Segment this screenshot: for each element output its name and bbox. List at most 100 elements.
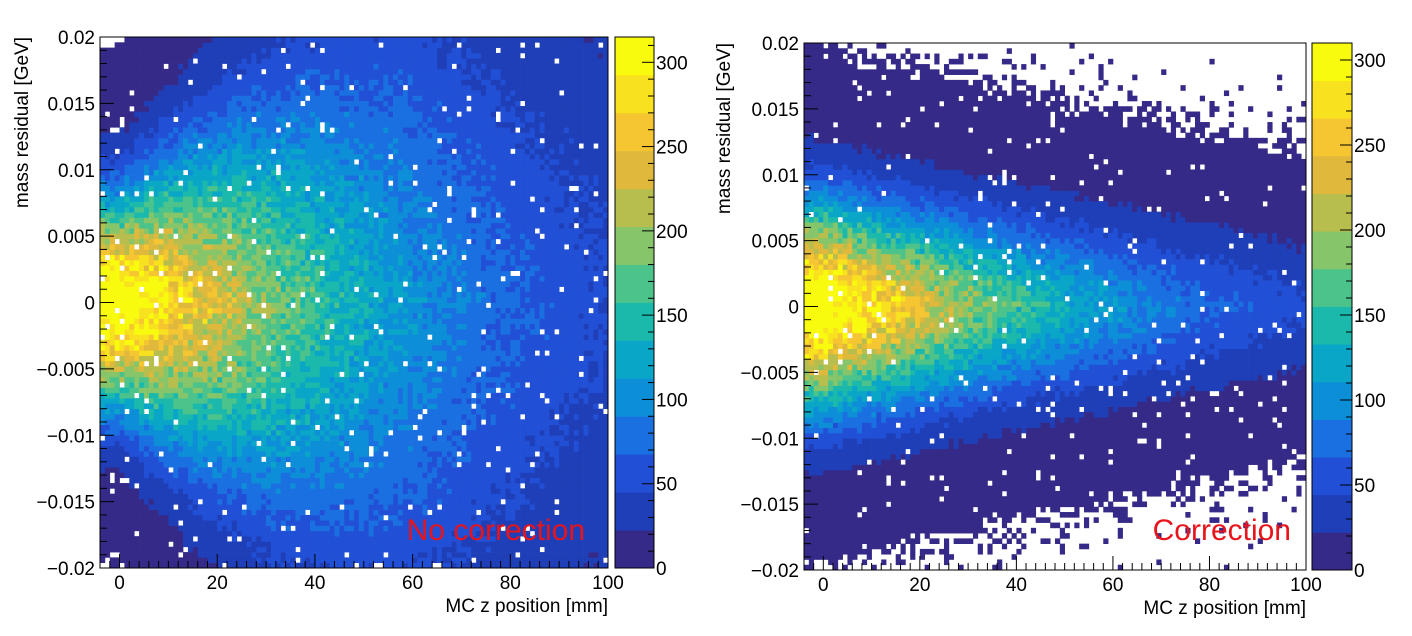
- heatmap-cell: [163, 116, 169, 123]
- heatmap-cell: [261, 180, 267, 187]
- heatmap-cell: [285, 424, 291, 431]
- heatmap-cell: [275, 249, 282, 256]
- heatmap-cell: [100, 302, 106, 309]
- heatmap-cell: [246, 307, 252, 314]
- heatmap-cell: [124, 493, 130, 500]
- heatmap-cell: [114, 546, 120, 553]
- heatmap-cell: [100, 530, 106, 537]
- heatmap-cell: [158, 424, 164, 431]
- heatmap-cell: [114, 291, 120, 298]
- heatmap-cell: [114, 100, 120, 107]
- heatmap-cell: [197, 461, 203, 468]
- heatmap-cell: [197, 483, 203, 489]
- heatmap-cell: [217, 456, 223, 463]
- heatmap-cell: [158, 84, 164, 91]
- heatmap-cell: [339, 323, 345, 330]
- heatmap-cell: [329, 302, 335, 309]
- heatmap-cell: [139, 429, 145, 436]
- heatmap-cell: [241, 445, 247, 452]
- heatmap-cell: [324, 275, 330, 282]
- heatmap-cell: [143, 121, 150, 128]
- heatmap-cell: [178, 339, 184, 346]
- heatmap-cell: [266, 74, 272, 80]
- heatmap-cell: [158, 493, 164, 500]
- heatmap-cell: [183, 360, 189, 367]
- heatmap-cell: [139, 212, 145, 218]
- heatmap-cell: [344, 419, 350, 425]
- heatmap-cell: [158, 68, 164, 75]
- heatmap-cell: [300, 456, 306, 463]
- heatmap-cell: [163, 562, 169, 569]
- heatmap-cell: [319, 302, 326, 309]
- heatmap-cell: [246, 493, 252, 500]
- heatmap-cell: [246, 106, 252, 112]
- heatmap-cell: [163, 408, 169, 415]
- heatmap-cell: [236, 382, 242, 388]
- heatmap-cell: [100, 265, 106, 271]
- heatmap-cell: [275, 265, 282, 271]
- heatmap-cell: [100, 121, 106, 128]
- heatmap-cell: [319, 514, 326, 521]
- heatmap-cell: [349, 525, 355, 532]
- heatmap-cell: [266, 520, 272, 526]
- heatmap-cell: [256, 451, 262, 457]
- heatmap-cell: [129, 281, 135, 287]
- heatmap-cell: [344, 376, 350, 383]
- heatmap-cell: [183, 525, 189, 532]
- heatmap-cell: [241, 360, 247, 367]
- heatmap-cell: [251, 228, 257, 234]
- heatmap-cell: [344, 132, 350, 139]
- heatmap-cell: [300, 451, 306, 457]
- heatmap-cell: [339, 291, 345, 298]
- heatmap-cell: [231, 483, 238, 489]
- heatmap-cell: [231, 334, 238, 341]
- heatmap-cell: [261, 260, 267, 266]
- heatmap-cell: [168, 148, 174, 155]
- heatmap-cell: [266, 222, 272, 229]
- heatmap-cell: [261, 493, 267, 500]
- heatmap-cell: [222, 47, 228, 54]
- heatmap-cell: [319, 414, 326, 420]
- heatmap-cell: [324, 541, 330, 548]
- heatmap-cell: [236, 164, 242, 171]
- heatmap-cell: [231, 355, 238, 362]
- heatmap-cell: [246, 164, 252, 171]
- heatmap-cell: [329, 376, 335, 383]
- heatmap-cell: [134, 376, 140, 383]
- heatmap-cell: [305, 445, 311, 452]
- heatmap-cell: [310, 185, 316, 192]
- heatmap-cell: [280, 302, 286, 309]
- heatmap-cell: [192, 530, 199, 537]
- heatmap-cell: [339, 206, 345, 213]
- heatmap-cell: [207, 344, 213, 351]
- heatmap-cell: [251, 79, 257, 86]
- heatmap-cell: [295, 313, 301, 319]
- heatmap-cell: [334, 143, 340, 149]
- heatmap-cell: [236, 196, 242, 202]
- heatmap-cell: [266, 483, 272, 489]
- heatmap-cell: [266, 52, 272, 59]
- heatmap-cell: [192, 254, 199, 261]
- heatmap-cell: [275, 552, 282, 558]
- heatmap-cell: [124, 360, 130, 367]
- heatmap-cell: [222, 42, 228, 48]
- heatmap-cell: [339, 360, 345, 367]
- heatmap-cell: [124, 95, 130, 102]
- heatmap-cell: [339, 121, 345, 128]
- heatmap-cell: [139, 90, 145, 96]
- heatmap-cell: [183, 206, 189, 213]
- heatmap-cell: [178, 121, 184, 128]
- heatmap-cell: [227, 504, 233, 510]
- heatmap-cell: [251, 318, 257, 325]
- heatmap-cell: [202, 520, 208, 526]
- heatmap-cell: [344, 222, 350, 229]
- heatmap-cell: [270, 116, 277, 123]
- heatmap-cell: [134, 37, 140, 43]
- heatmap-cell: [236, 371, 242, 378]
- heatmap-cell: [319, 228, 326, 234]
- heatmap-cell: [109, 68, 115, 75]
- heatmap-cell: [187, 424, 194, 431]
- heatmap-cell: [148, 47, 155, 54]
- heatmap-cell: [114, 514, 120, 521]
- heatmap-cell: [305, 270, 311, 277]
